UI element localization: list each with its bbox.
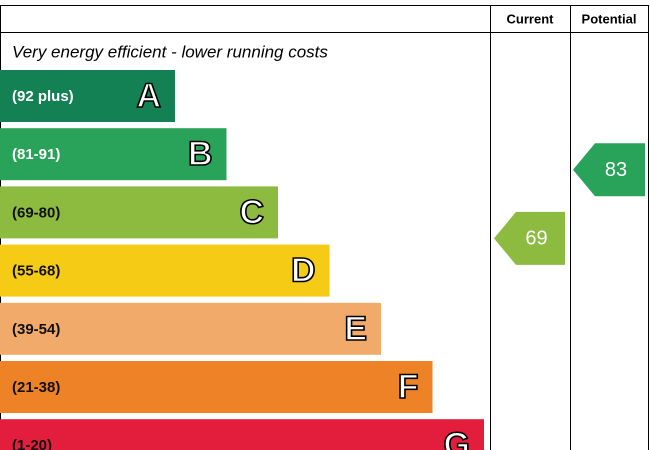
band (0, 186, 278, 239)
band-letter: D (291, 252, 316, 290)
column-header: Current (507, 11, 555, 26)
rating-arrow (494, 211, 565, 265)
band (0, 419, 484, 450)
rating-value: 83 (605, 159, 627, 181)
band (0, 244, 330, 297)
band-range: (81-91) (12, 146, 60, 163)
band-range: (69-80) (12, 204, 60, 221)
band-letter: G (444, 426, 470, 450)
band-letter: B (188, 135, 213, 173)
band-letter: F (398, 368, 419, 406)
band-range: (92 plus) (12, 88, 74, 105)
rating-arrow (573, 143, 645, 197)
band-range: (39-54) (12, 321, 60, 338)
band-letter: C (239, 193, 264, 231)
band-range: (21-38) (12, 379, 60, 396)
band-letter: A (136, 77, 161, 115)
band (0, 128, 227, 181)
band (0, 70, 175, 122)
column-header: Potential (582, 11, 637, 26)
band-letter: E (344, 310, 367, 348)
band-range: (55-68) (12, 263, 60, 280)
band (0, 361, 433, 413)
band (0, 302, 381, 355)
rating-value: 69 (525, 228, 547, 250)
band-range: (1-20) (12, 437, 52, 450)
subtitle: Very energy efficient - lower running co… (12, 42, 328, 61)
